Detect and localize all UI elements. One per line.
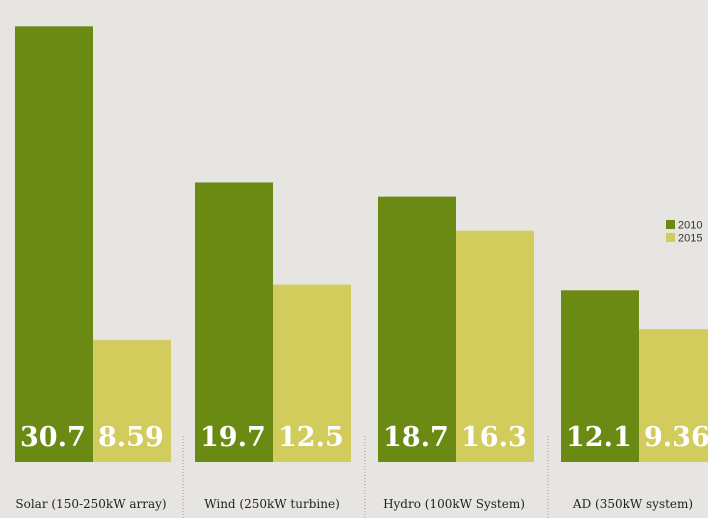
bar-2010-1: [15, 26, 93, 462]
value-label-2015-1: 8.59: [98, 422, 164, 453]
bars-group: [15, 26, 708, 462]
bar-2010-3: [378, 196, 456, 462]
legend-label-2015: 2015: [678, 233, 702, 245]
bar-2015-2: [273, 284, 351, 462]
value-label-2010-2: 19.7: [200, 422, 266, 453]
value-labels-group: 30.7 19.7 18.7 12.1 8.59 12.5 16.3 9.36: [20, 422, 708, 453]
legend-swatch-2015: [666, 233, 675, 242]
category-label-2: Wind (250kW turbine): [204, 497, 340, 511]
category-label-4: AD (350kW system): [572, 497, 693, 511]
category-label-3: Hydro (100kW System): [383, 497, 525, 511]
legend-swatch-2010: [666, 220, 675, 229]
bar-2010-4: [561, 290, 639, 462]
bar-2010-2: [195, 182, 273, 462]
category-labels-group: Solar (150-250kW array) Wind (250kW turbi…: [15, 497, 693, 511]
value-label-2010-3: 18.7: [383, 422, 449, 453]
value-label-2015-4: 9.36: [644, 422, 708, 453]
value-label-2015-3: 16.3: [461, 422, 527, 453]
bar-2015-3: [456, 230, 534, 462]
bar-2015-4: [639, 329, 708, 462]
legend-label-2010: 2010: [678, 220, 702, 232]
value-label-2015-2: 12.5: [278, 422, 344, 453]
bar-2015-1: [93, 340, 171, 462]
value-label-2010-1: 30.7: [20, 422, 86, 453]
category-label-1: Solar (150-250kW array): [15, 497, 166, 511]
value-label-2010-4: 12.1: [566, 422, 632, 453]
